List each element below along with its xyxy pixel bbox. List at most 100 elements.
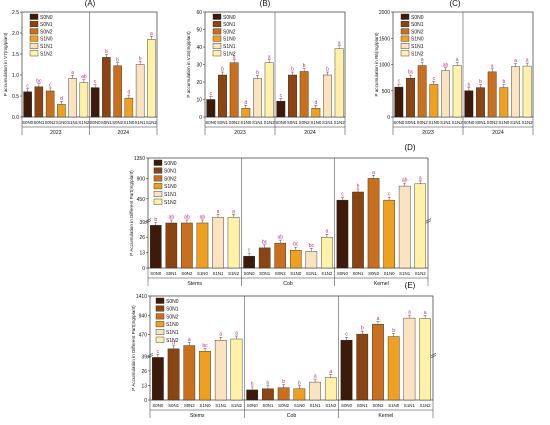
significance-letter: a bbox=[71, 70, 74, 76]
error-bar bbox=[337, 45, 341, 49]
error-bar bbox=[138, 61, 142, 65]
error-bar bbox=[455, 62, 459, 66]
x-tick-label: S1N1 bbox=[399, 271, 411, 276]
x-tick-label: S0N2 bbox=[112, 120, 124, 125]
error-bar bbox=[372, 175, 376, 179]
y-axis-label: P accumulation in V7(mg/plant) bbox=[3, 32, 8, 96]
error-bar bbox=[407, 314, 411, 319]
significance-letter: a bbox=[372, 170, 375, 176]
x-tick-label: S1N2 bbox=[231, 403, 243, 408]
x-tick-label: S1N0 bbox=[197, 271, 209, 276]
x-tick-label: S1N2 bbox=[325, 403, 337, 408]
error-bar bbox=[221, 71, 224, 75]
x-tick-label: S0N0 bbox=[22, 120, 34, 125]
legend-label: S0N0 bbox=[166, 299, 179, 305]
x-tick-label: S1N2 bbox=[228, 271, 240, 276]
x-tick-label: S1N0 bbox=[294, 403, 306, 408]
legend-label: S1N2 bbox=[40, 51, 53, 57]
significance-letter: a bbox=[514, 58, 517, 64]
x-tick-label: S0N1 bbox=[259, 271, 271, 276]
y-tick-label: 470 bbox=[139, 333, 148, 339]
x-tick-label: S0N2 bbox=[275, 271, 287, 276]
x-tick-label: S1N0 bbox=[428, 120, 440, 125]
x-tick-label: S0N1 bbox=[166, 271, 178, 276]
error-bar bbox=[48, 87, 52, 91]
legend-swatch bbox=[212, 28, 222, 35]
legend-label: S0N2 bbox=[40, 29, 53, 35]
significance-letter: c bbox=[210, 91, 213, 97]
x-tick-label: S1N0 bbox=[56, 120, 68, 125]
bar bbox=[227, 217, 240, 269]
bar bbox=[199, 351, 211, 401]
legend-swatch bbox=[155, 321, 165, 328]
significance-letter: c bbox=[248, 248, 251, 254]
y-tick-label: 60 bbox=[196, 10, 202, 16]
x-tick-label: S0N2 bbox=[45, 120, 57, 125]
significance-letter: b bbox=[479, 79, 482, 85]
significance-letter: b bbox=[139, 56, 142, 62]
x-tick-label: S1N2 bbox=[452, 120, 464, 125]
group-label: Stems bbox=[187, 281, 202, 287]
significance-letter: a bbox=[491, 63, 494, 69]
error-bar bbox=[302, 68, 306, 72]
legend-swatch bbox=[29, 13, 39, 20]
error-bar bbox=[297, 385, 301, 389]
bar bbox=[441, 70, 450, 118]
significance-letter: b bbox=[221, 67, 224, 73]
y-tick-label: 0 bbox=[387, 115, 390, 121]
x-tick-label: S1N0 bbox=[384, 271, 396, 276]
x-tick-label: S1N2 bbox=[420, 403, 432, 408]
bar bbox=[135, 64, 145, 118]
panel-label: (A) bbox=[85, 0, 96, 8]
bar bbox=[258, 247, 271, 269]
y-tick-label: 50 bbox=[196, 28, 202, 34]
legend-swatch bbox=[29, 35, 39, 42]
significance-letter: bc bbox=[202, 343, 208, 349]
significance-letter: b bbox=[361, 326, 364, 332]
legend-label: S1N1 bbox=[40, 44, 53, 50]
significance-letter: b bbox=[303, 63, 306, 69]
group-label: 2024 bbox=[304, 130, 316, 136]
significance-letter: b bbox=[326, 67, 329, 73]
significance-letter: b bbox=[467, 82, 470, 88]
x-tick-label: S0N1 bbox=[101, 120, 113, 125]
y-tick-label: 13 bbox=[139, 251, 145, 257]
legend-swatch bbox=[400, 13, 410, 20]
bar bbox=[417, 65, 427, 118]
bar bbox=[45, 90, 55, 118]
error-bar bbox=[282, 384, 286, 388]
bar bbox=[311, 108, 321, 118]
error-bar bbox=[387, 196, 391, 201]
error-bar bbox=[291, 71, 294, 75]
bar bbox=[246, 389, 259, 401]
legend-label: S1N1 bbox=[223, 44, 236, 50]
legend-swatch bbox=[29, 43, 39, 49]
bar bbox=[124, 97, 134, 118]
legend-swatch bbox=[400, 50, 410, 57]
legend-swatch bbox=[400, 21, 410, 27]
legend-label: S1N1 bbox=[411, 44, 424, 50]
x-tick-label: S0N2 bbox=[181, 271, 193, 276]
legend-label: S1N0 bbox=[166, 322, 179, 328]
x-tick-label: S1N2 bbox=[415, 271, 427, 276]
bar bbox=[511, 66, 520, 118]
bar bbox=[398, 185, 411, 269]
bar bbox=[522, 65, 532, 118]
legend-label: S0N1 bbox=[40, 22, 53, 28]
bar bbox=[23, 91, 32, 118]
legend-swatch bbox=[400, 28, 410, 35]
x-tick-label: S0N1 bbox=[168, 403, 180, 408]
bar bbox=[262, 388, 274, 401]
x-tick-label: S0N0 bbox=[341, 403, 353, 408]
significance-letter: b bbox=[172, 340, 175, 346]
x-tick-label: S0N0 bbox=[152, 403, 164, 408]
legend-label: S1N0 bbox=[223, 37, 236, 43]
error-bar bbox=[216, 214, 220, 218]
bar bbox=[276, 101, 286, 118]
significance-letter: ab bbox=[277, 235, 283, 241]
x-tick-label: S0N0 bbox=[90, 120, 102, 125]
panel-label: (B) bbox=[260, 0, 271, 8]
y-tick-label: 2.0 bbox=[12, 31, 19, 37]
bar bbox=[196, 222, 209, 269]
error-bar bbox=[514, 63, 517, 67]
